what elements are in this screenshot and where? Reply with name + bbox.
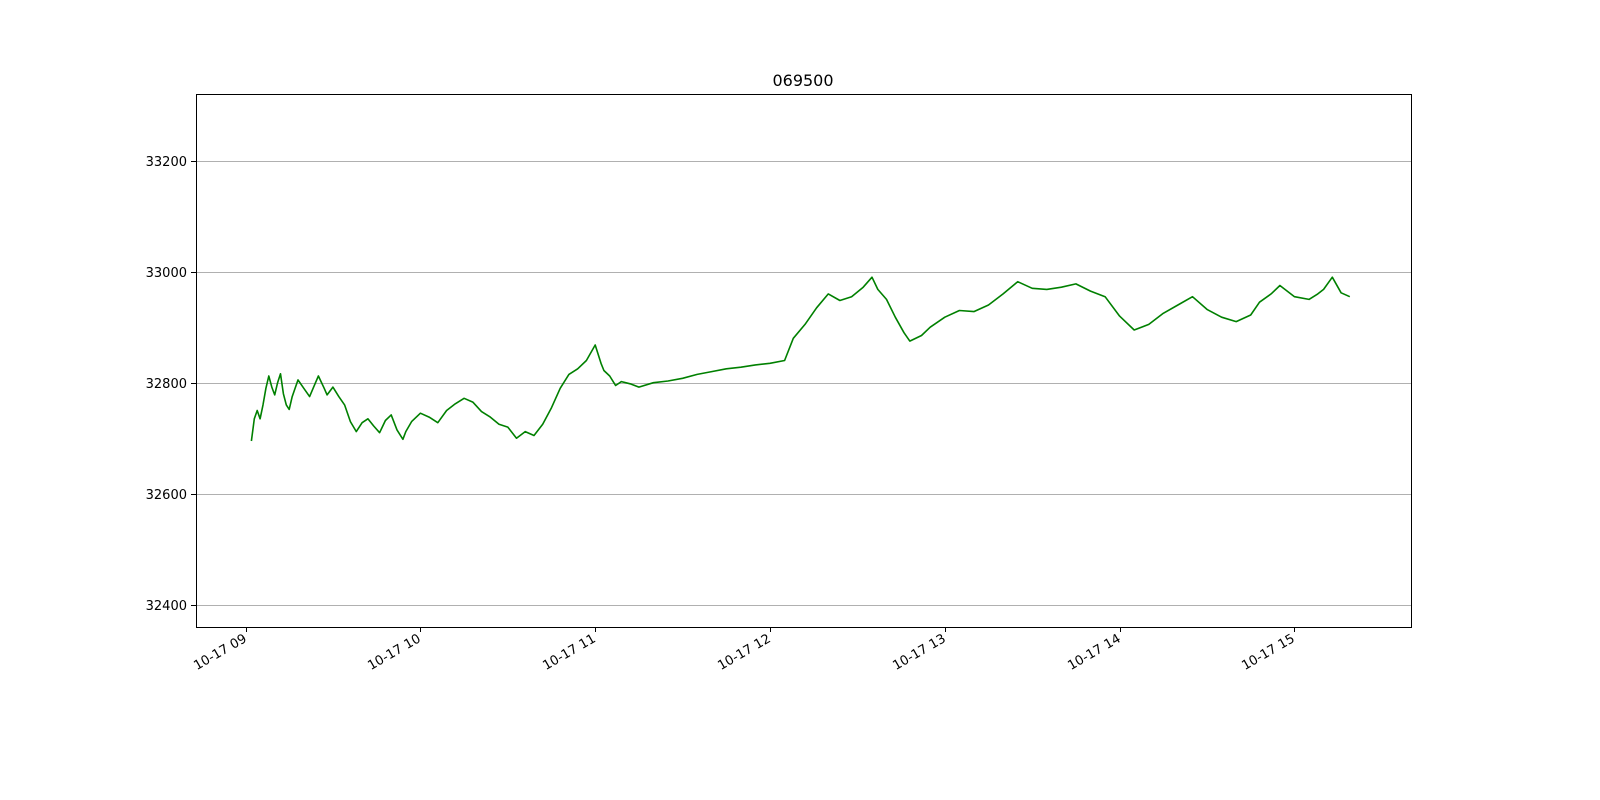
grid: [196, 161, 1411, 606]
y-tick-label: 33200: [146, 155, 187, 170]
y-axis: 32400 32600 32800 33000 33200: [146, 155, 196, 614]
y-tick-label: 33000: [146, 266, 187, 281]
plot-area-frame: [196, 94, 1412, 628]
y-tick-label: 32800: [146, 377, 187, 392]
series-layer: [250, 276, 1351, 442]
chart-title: 069500: [772, 71, 833, 90]
y-tick-label: 32400: [146, 599, 187, 614]
price-series-line: [250, 276, 1351, 442]
y-tick-label: 32600: [146, 488, 187, 503]
